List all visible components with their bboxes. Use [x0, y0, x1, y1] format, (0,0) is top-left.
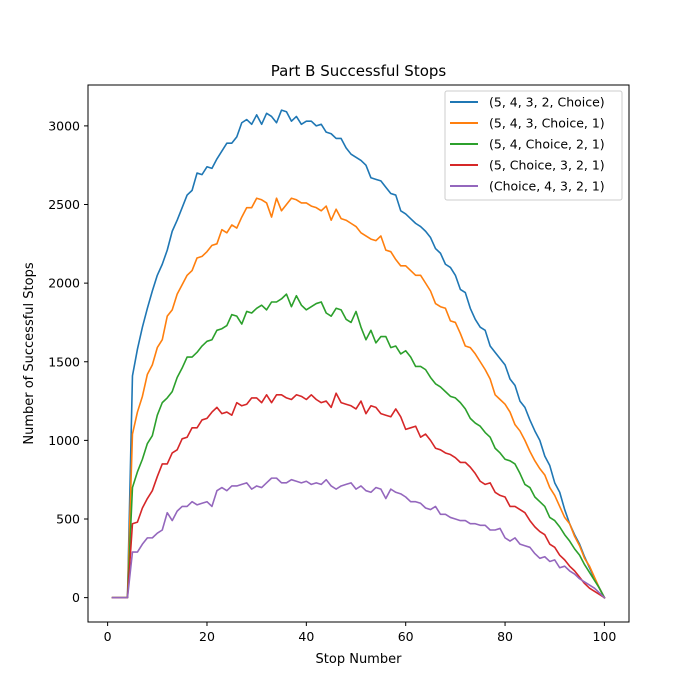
legend-label-5: (Choice, 4, 3, 2, 1) [489, 179, 605, 194]
legend-label-3: (5, 4, Choice, 2, 1) [489, 137, 605, 152]
x-axis-label: Stop Number [316, 652, 403, 667]
series-line-2 [111, 197, 606, 599]
series-line-3 [111, 293, 606, 599]
y-axis: 0 500 1000 1500 2000 2500 3000 [48, 118, 88, 605]
plot-frame [87, 84, 630, 623]
x-tick-label: 40 [298, 629, 314, 644]
y-tick-label: 2500 [48, 197, 80, 212]
y-tick-label: 1000 [48, 433, 80, 448]
legend-frame [444, 90, 623, 201]
series-layer [111, 109, 606, 599]
legend: (5, 4, 3, 2, Choice) (5, 4, 3, Choice, 1)… [444, 90, 623, 201]
series-line-1 [111, 109, 606, 599]
series-line-4 [111, 392, 606, 599]
legend-label-4: (5, Choice, 3, 2, 1) [489, 158, 605, 173]
chart-title: Part B Successful Stops [271, 62, 447, 80]
legend-label-2: (5, 4, 3, Choice, 1) [489, 116, 605, 131]
y-tick-label: 0 [72, 590, 80, 605]
x-tick-label: 80 [497, 629, 513, 644]
legend-label-1: (5, 4, 3, 2, Choice) [489, 95, 605, 110]
x-tick-label: 60 [398, 629, 414, 644]
series-line-5 [111, 477, 606, 599]
y-axis-label: Number of Successful Stops [22, 262, 37, 444]
x-tick-label: 0 [104, 629, 112, 644]
y-tick-label: 3000 [48, 118, 80, 133]
x-tick-label: 100 [592, 629, 616, 644]
y-tick-label: 500 [56, 512, 80, 527]
x-tick-label: 20 [199, 629, 215, 644]
x-axis: 0 20 40 60 80 100 [104, 622, 616, 644]
y-tick-label: 2000 [48, 276, 80, 291]
y-tick-label: 1500 [48, 354, 80, 369]
